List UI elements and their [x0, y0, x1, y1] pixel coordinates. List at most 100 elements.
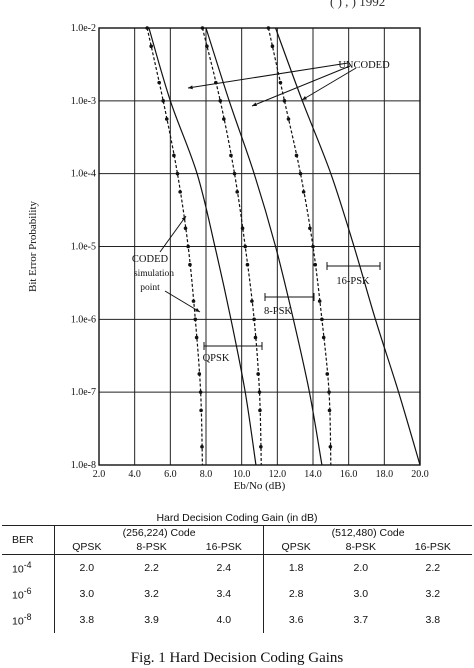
uncoded-arrow: [187, 62, 349, 89]
simulation-point: [328, 444, 333, 449]
x-axis-label: Eb/No (dB): [234, 480, 286, 492]
ber-header: BER: [12, 534, 34, 546]
code2-header: (512,480) Code: [263, 525, 472, 540]
simulation-point: [149, 44, 153, 49]
series-layer: [145, 26, 421, 466]
y-tick-label: 1.0e-3: [71, 96, 96, 107]
gain-cell: 3.8: [425, 613, 441, 626]
simulation-point: [278, 80, 283, 85]
code1-header: (256,224) Code: [53, 525, 264, 540]
table-title: Hard Decision Coding Gain (in dB): [156, 512, 318, 524]
simulation-point: [218, 99, 223, 103]
y-tick-label: 1.0e-2: [71, 23, 96, 34]
uncoded-arrow-head: [188, 85, 193, 90]
ber-value: 10-4: [12, 560, 32, 576]
gain-cell: 2.2: [144, 561, 159, 574]
grid-lines: [98, 27, 421, 466]
simulation-point: [256, 372, 260, 376]
simulation-point: [198, 390, 203, 394]
x-tick-label: 4.0: [128, 469, 141, 480]
simulation-point: [250, 299, 254, 303]
ber-value: 10-6: [12, 585, 32, 602]
table-row: 10-8 3.8 3.9 4.0 3.6 3.7 3.8: [2, 606, 472, 633]
uncoded-arrow: [301, 67, 357, 101]
gain-cell: 2.4: [216, 561, 232, 574]
mod-header: 16-PSK: [205, 541, 242, 553]
x-tick-label: 14.0: [304, 469, 322, 480]
y-tick-label: 1.0e-8: [71, 460, 96, 471]
simulation-point: [286, 117, 291, 121]
y-tick-label: 1.0e-6: [71, 314, 96, 325]
x-tick-label: 16.0: [340, 469, 358, 480]
plot-frame: [98, 27, 421, 466]
mod-header: 8-PSK: [136, 541, 167, 553]
coded-arrow-head: [195, 307, 200, 312]
simulation-point: [313, 262, 318, 267]
annotations-layer: UNCODED CODED simulation point QPSK 8-PSK 16-P…: [132, 60, 390, 364]
y-tick-label: 1.0e-4: [71, 169, 96, 180]
simulation-point: [259, 444, 263, 449]
gain-cell: 3.4: [216, 587, 232, 600]
simulation-point: [229, 153, 233, 158]
qpsk-gain-label: QPSK: [203, 353, 230, 364]
mod-header: 16-PSK: [414, 541, 451, 553]
gain-cell: 3.0: [53, 580, 119, 607]
simulation-point: [164, 117, 169, 121]
simulation-point: [257, 390, 262, 394]
coded-label: CODED: [132, 254, 169, 265]
uncoded-arrow: [251, 65, 351, 107]
simulation-point: [161, 99, 165, 103]
uncoded-curve: [205, 27, 323, 466]
gain-cell: 3.6: [263, 606, 328, 633]
simulation-point: [266, 26, 271, 30]
gain-cell: 2.0: [353, 561, 369, 574]
coded-label: point: [140, 283, 160, 293]
simulation-point: [320, 317, 324, 322]
gain-cell: 3.2: [425, 587, 441, 600]
uncoded-arrow-head: [252, 102, 257, 107]
table-row: 10-4 2.0 2.2 2.4 1.8 2.0 2.2: [2, 554, 472, 581]
uncoded-arrow-head: [302, 95, 307, 100]
uncoded-curve: [148, 27, 257, 466]
mod-header: 8-PSK: [345, 541, 376, 553]
simulation-point: [178, 190, 182, 194]
simulation-point: [222, 117, 226, 121]
simulation-point: [243, 244, 248, 249]
simulation-point: [270, 44, 275, 49]
simulation-point: [199, 408, 203, 413]
simulation-point: [200, 26, 205, 30]
simulation-point: [245, 262, 250, 267]
simulation-point: [172, 153, 176, 158]
gain-cell: 2.2: [425, 561, 441, 574]
simulation-point: [317, 299, 322, 303]
ber-value: 10-8: [12, 611, 32, 628]
simulation-point: [186, 244, 190, 249]
gain-cell: 1.8: [263, 554, 328, 581]
simulation-point: [235, 190, 240, 194]
simulation-point: [157, 80, 161, 85]
simulation-point: [193, 317, 198, 322]
gain-cell: 3.2: [144, 587, 159, 600]
gain-cell: 3.7: [353, 613, 369, 626]
simulation-point: [194, 335, 199, 340]
simulation-point: [327, 390, 331, 394]
uncoded-curve: [274, 27, 421, 466]
psk8-gain-label: 8-PSK: [264, 306, 292, 317]
simulation-point: [205, 44, 209, 49]
x-tick-label: 20.0: [411, 469, 429, 480]
simulation-point: [308, 226, 312, 231]
simulation-point: [282, 99, 287, 103]
simulation-point: [232, 171, 237, 176]
y-tick-label: 1.0e-7: [71, 387, 96, 398]
ber-chart: 2.0 4.0 6.0 8.0 10.0 12.0 14.0 16.0 18.0 20.0 1.0e…: [27, 23, 429, 492]
simulation-point: [183, 226, 188, 231]
coded-arrow-head: [181, 216, 186, 221]
gain-cell: 2.0: [53, 554, 119, 581]
y-tick-label: 1.0e-5: [71, 242, 96, 253]
coding-gain-table: Hard Decision Coding Gain (in dB) BER (2…: [2, 511, 472, 633]
x-tick-label: 10.0: [233, 469, 251, 480]
simulation-point: [294, 153, 299, 158]
simulation-point: [200, 444, 204, 449]
x-tick-label: 8.0: [200, 469, 213, 480]
simulation-point: [145, 26, 149, 30]
